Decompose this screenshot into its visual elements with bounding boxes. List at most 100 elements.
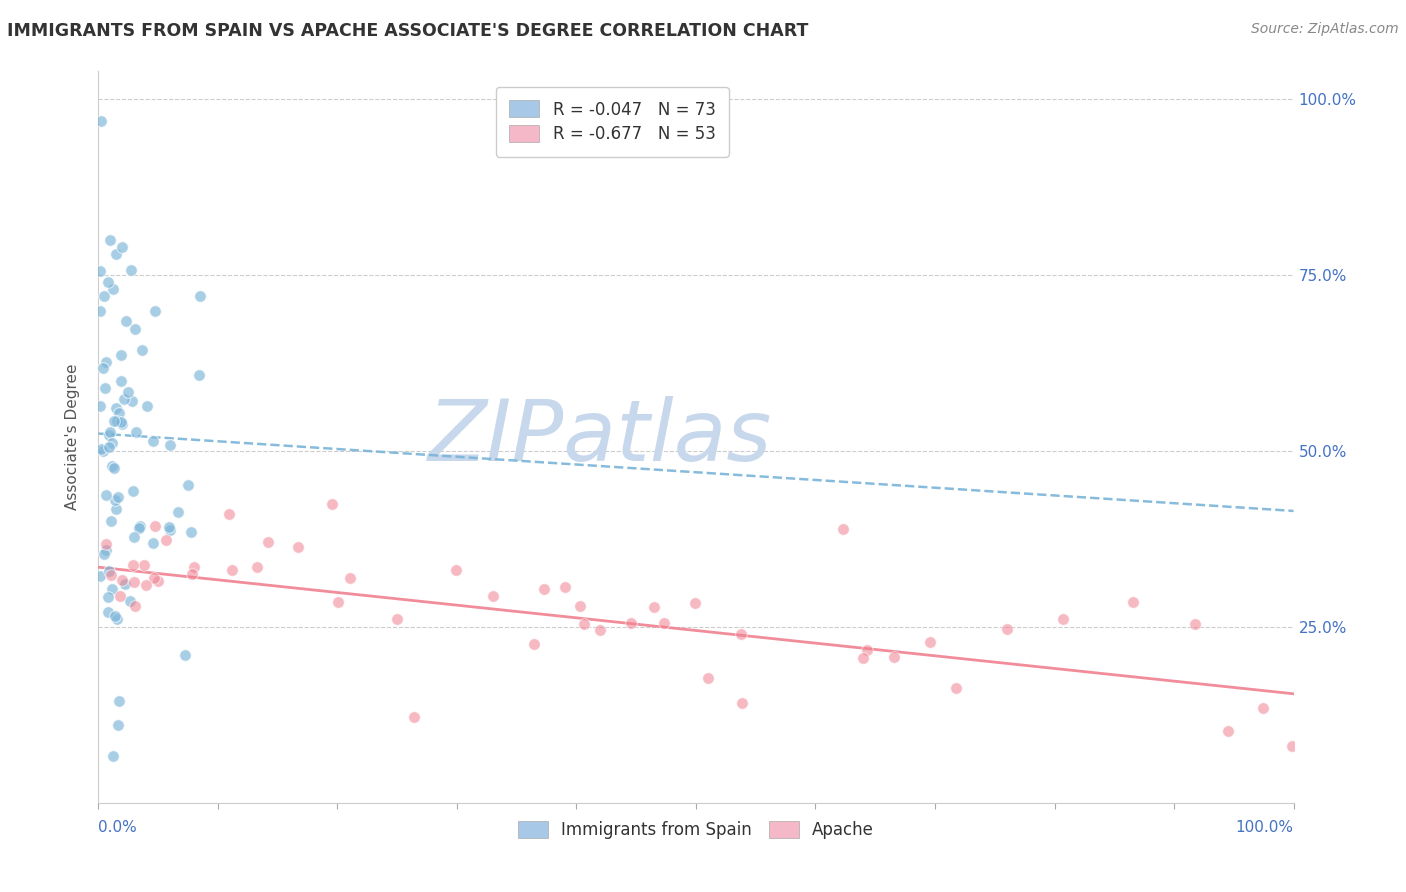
Point (385, 612, 408, 626)
Point (110, 348, 132, 362)
Point (1251, 701, 1274, 715)
Point (246, 559, 269, 574)
Point (652, 616, 675, 631)
Point (157, 520, 180, 534)
Point (125, 425, 148, 439)
Point (1216, 723, 1239, 738)
Point (1281, 739, 1303, 753)
Point (177, 477, 200, 491)
Point (96, 488, 118, 502)
Point (339, 571, 361, 585)
Point (918, 634, 941, 648)
Point (167, 505, 190, 519)
Text: Source: ZipAtlas.com: Source: ZipAtlas.com (1251, 22, 1399, 37)
Point (180, 524, 202, 539)
Point (107, 406, 129, 420)
Point (91, 444, 114, 458)
Point (256, 535, 278, 549)
Point (128, 519, 150, 533)
Point (105, 401, 128, 416)
Point (995, 622, 1018, 636)
Point (104, 609, 127, 624)
Point (852, 651, 875, 665)
Point (100, 567, 122, 582)
Point (554, 580, 576, 594)
Point (94, 381, 117, 395)
Point (321, 497, 343, 511)
Point (128, 521, 150, 535)
Point (569, 599, 592, 614)
Point (533, 582, 555, 596)
Point (122, 575, 145, 590)
Text: IMMIGRANTS FROM SPAIN VS APACHE ASSOCIATE'S DEGREE CORRELATION CHART: IMMIGRANTS FROM SPAIN VS APACHE ASSOCIAT… (7, 22, 808, 40)
Point (110, 374, 132, 388)
Point (142, 536, 165, 550)
Point (101, 282, 124, 296)
Point (188, 289, 211, 303)
Point (90, 113, 112, 128)
Point (89, 264, 111, 278)
Point (1122, 595, 1144, 609)
Point (120, 263, 142, 277)
Point (589, 623, 612, 637)
Point (105, 502, 128, 516)
Point (143, 571, 166, 585)
Point (883, 650, 905, 665)
Point (101, 458, 124, 473)
Point (93, 289, 115, 303)
Point (100, 514, 122, 528)
Point (117, 385, 139, 400)
Point (103, 461, 125, 475)
Point (122, 530, 145, 544)
Point (326, 595, 349, 609)
Point (105, 414, 128, 428)
Point (481, 589, 503, 603)
Point (101, 749, 124, 764)
Point (135, 578, 157, 592)
Point (89, 399, 111, 413)
Point (110, 415, 132, 429)
Point (121, 393, 143, 408)
Point (98, 425, 121, 440)
Point (111, 573, 134, 587)
Point (97, 428, 120, 442)
Point (101, 436, 124, 450)
Point (523, 637, 546, 651)
Point (97, 605, 120, 619)
Text: 100.0%: 100.0% (1236, 820, 1294, 835)
Point (115, 314, 138, 328)
Point (91, 360, 114, 375)
Point (94, 537, 117, 551)
Point (159, 438, 181, 452)
Point (107, 490, 129, 504)
Point (183, 560, 205, 574)
Y-axis label: Associate's Degree: Associate's Degree (65, 364, 80, 510)
Point (107, 718, 129, 732)
Point (221, 563, 243, 577)
Point (124, 599, 146, 614)
Point (731, 696, 754, 710)
Point (945, 681, 967, 696)
Point (143, 519, 166, 533)
Point (97, 590, 120, 604)
Point (89, 303, 111, 318)
Point (96, 543, 118, 558)
Point (620, 615, 643, 630)
Point (136, 399, 159, 413)
Point (1052, 612, 1074, 626)
Point (103, 414, 125, 428)
Point (287, 540, 309, 554)
Point (90, 442, 112, 457)
Point (114, 577, 136, 591)
Point (104, 493, 127, 508)
Point (111, 417, 134, 432)
Point (444, 563, 467, 577)
Text: 0.0%: 0.0% (98, 820, 138, 835)
Point (572, 617, 595, 632)
Point (110, 589, 132, 603)
Point (855, 643, 877, 657)
Point (730, 627, 752, 641)
Point (696, 671, 718, 685)
Point (131, 343, 153, 358)
Point (111, 240, 134, 254)
